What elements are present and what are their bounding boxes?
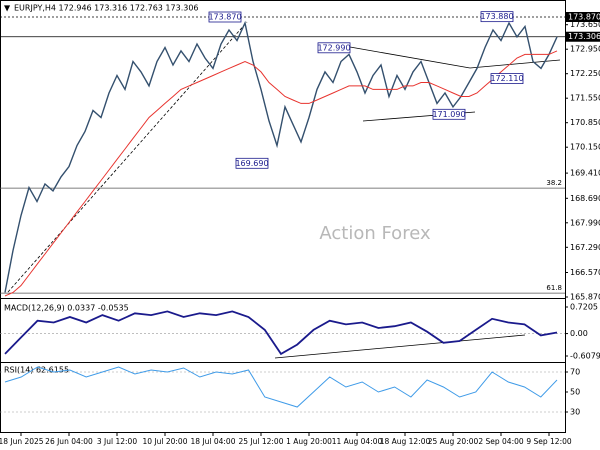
annotation-label: 173.880 <box>480 12 513 21</box>
annotation-label: 171.090 <box>432 110 465 119</box>
annotation-box <box>432 108 466 120</box>
symbol-arrow: ▼ <box>4 4 11 13</box>
y-tick-label: 171.550 <box>570 94 600 103</box>
annotation-label: 172.110 <box>490 74 523 83</box>
price-marker-label: 173.306 <box>568 32 600 41</box>
trendline <box>349 46 471 69</box>
annotation-box <box>235 157 269 169</box>
annotation-label: 172.990 <box>317 43 350 52</box>
y-tick-label: 165.870 <box>570 293 600 302</box>
watermark: Action Forex <box>319 223 431 244</box>
y-tick-label: 170.850 <box>570 118 600 127</box>
annotation-label: 169.690 <box>235 159 268 168</box>
price-marker-box <box>566 12 600 22</box>
x-tick-label: 18 Jun 2025 <box>0 437 44 446</box>
rsi-title: RSI(14) 62.6155 <box>4 366 69 375</box>
trendline <box>274 334 526 359</box>
price-marker-box <box>566 31 600 42</box>
y-tick-label: 70 <box>570 368 580 377</box>
x-tick-label: 1 Aug 20:00 <box>286 437 332 446</box>
y-tick-label: 172.250 <box>570 69 600 78</box>
annotation-box <box>317 42 351 54</box>
annotation-box <box>208 11 242 23</box>
x-tick-label: 25 Jul 12:00 <box>239 437 284 446</box>
fib-label: 38.2 <box>546 179 562 187</box>
macd-title: MACD(12,26,9) 0.0337 -0.0535 <box>4 304 129 313</box>
y-tick-label: 167.290 <box>570 243 600 252</box>
trendline <box>7 21 248 293</box>
annotation-box <box>490 73 524 84</box>
price-marker-label: 173.870 <box>568 13 600 22</box>
y-tick-label: 168.690 <box>570 194 600 203</box>
fib-label: 61.8 <box>546 284 562 292</box>
y-tick-label: 170.150 <box>570 143 600 152</box>
y-tick-label: 172.950 <box>570 45 600 54</box>
y-tick-label: 169.410 <box>570 169 600 178</box>
annotation-label: 173.870 <box>208 13 241 22</box>
macd-line <box>4 310 558 356</box>
chart-title: EURJPY,H4 172.946 173.316 172.763 173.30… <box>14 4 199 13</box>
series-line <box>4 20 558 293</box>
y-tick-label: 0.7205 <box>570 303 598 312</box>
y-tick-label: 166.570 <box>570 268 600 277</box>
y-tick-label: 50 <box>570 388 580 397</box>
annotation-box <box>480 11 514 23</box>
rsi-line <box>4 366 558 408</box>
y-tick-label: 167.990 <box>570 218 600 227</box>
x-tick-label: 26 Jun 04:00 <box>45 437 93 446</box>
x-tick-label: 3 Jul 12:00 <box>97 437 137 446</box>
y-tick-label: 30 <box>570 408 580 417</box>
x-tick-label: 25 Aug 20:00 <box>428 437 479 446</box>
series-line <box>4 50 558 297</box>
x-tick-label: 9 Sep 12:00 <box>526 437 572 446</box>
y-tick-label: -0.6079 <box>570 352 600 361</box>
y-tick-label: 173.650 <box>570 20 600 29</box>
y-tick-label: 0.00 <box>570 329 588 338</box>
x-tick-label: 11 Aug 04:00 <box>332 437 383 446</box>
x-tick-label: 10 Jul 20:00 <box>143 437 188 446</box>
x-tick-label: 18 Jul 04:00 <box>191 437 236 446</box>
plot-frame <box>0 0 566 433</box>
x-tick-label: 2 Sep 04:00 <box>478 437 524 446</box>
x-tick-label: 18 Aug 12:00 <box>380 437 431 446</box>
